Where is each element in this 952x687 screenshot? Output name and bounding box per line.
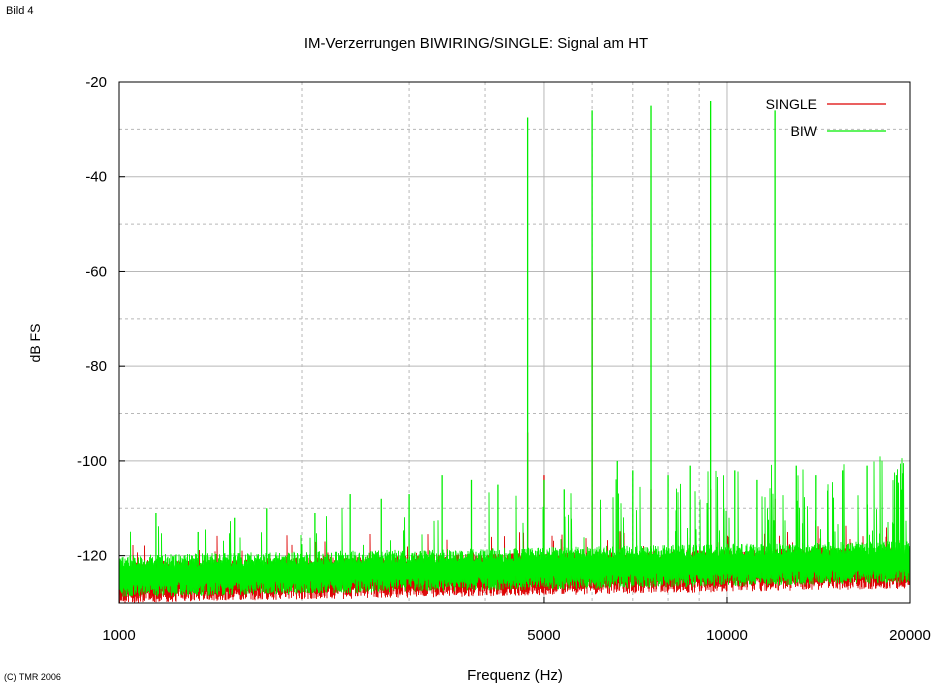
- x-tick-label: 20000: [889, 627, 931, 644]
- legend: SINGLE BIW: [766, 96, 886, 139]
- corner-label: Bild 4: [6, 5, 34, 17]
- x-tick-label: 5000: [527, 627, 560, 644]
- y-tick-label: -100: [77, 453, 107, 470]
- legend-label-single: SINGLE: [766, 96, 817, 112]
- legend-label-biw: BIW: [791, 123, 818, 139]
- series-trace: [118, 456, 911, 597]
- y-tick-label: -60: [85, 263, 107, 280]
- x-tick-label: 10000: [706, 627, 748, 644]
- copyright-label: (C) TMR 2006: [4, 672, 61, 682]
- y-tick-label: -120: [77, 548, 107, 565]
- x-tick-label: 1000: [102, 627, 135, 644]
- chart-title: IM-Verzerrungen BIWIRING/SINGLE: Signal …: [303, 35, 649, 52]
- series-layer: [118, 100, 911, 603]
- y-tick-label: -20: [85, 74, 107, 91]
- grid: [119, 82, 910, 603]
- plot-frame: [118, 81, 911, 604]
- y-tick-label: -80: [85, 358, 107, 375]
- x-axis-label: Frequenz (Hz): [467, 667, 563, 684]
- series-biw: [118, 100, 911, 597]
- axis-ticks: -20 -40 -60 -80 -100 -120 1000 5000 10000 20000: [77, 74, 931, 644]
- y-tick-label: -40: [85, 169, 107, 186]
